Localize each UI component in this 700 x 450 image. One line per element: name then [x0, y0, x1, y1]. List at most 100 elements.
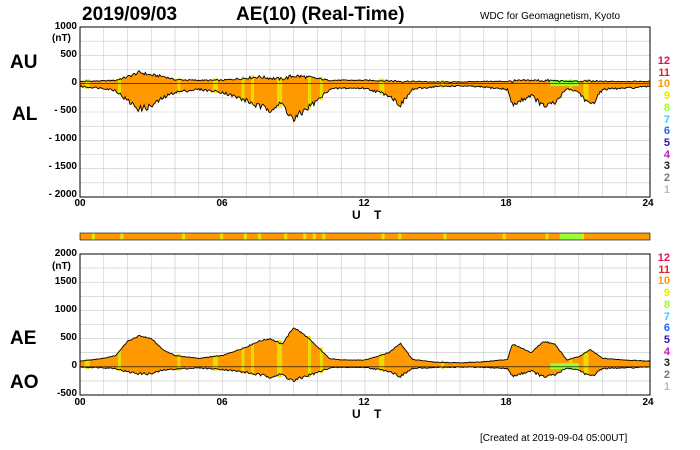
activity-bar-mark: [559, 233, 568, 240]
al-label: AL: [12, 104, 38, 125]
bottom-line-ae: [79, 327, 651, 364]
legend-item-9: 9: [663, 287, 670, 300]
ytick-bottom-0: 2000: [54, 248, 77, 259]
x-axis-label-top: U T: [352, 208, 387, 222]
bottom-activity-stripe: [118, 350, 121, 372]
top-activity-stripe: [319, 76, 323, 101]
bottom-activity-stripe: [441, 360, 444, 370]
activity-bar-mark: [566, 233, 575, 240]
bottom-activity-stripe: [583, 351, 589, 375]
bottom-activity-stripe: [379, 353, 385, 372]
unit-label-top: (nT): [52, 33, 71, 44]
legend-item-10: 10: [657, 78, 670, 91]
bottom-activity-stripe: [277, 339, 283, 378]
xtick-bottom-4: 24: [642, 397, 654, 408]
legend-item-11: 11: [658, 66, 670, 79]
ytick-top-0: 1000: [54, 21, 77, 32]
top-line-au: [79, 70, 651, 84]
ao-label: AO: [10, 372, 39, 393]
unit-label-bottom: (nT): [52, 261, 71, 272]
credit-label: WDC for Geomagnetism, Kyoto: [480, 11, 621, 22]
legend-item-3: 3: [663, 357, 670, 370]
legend-item-7: 7: [663, 113, 670, 126]
top-activity-stripe: [583, 79, 589, 100]
legend-item-8: 8: [663, 101, 670, 114]
top-activity-stripe: [118, 77, 121, 95]
top-frame: [79, 26, 651, 198]
bottom-activity-stripe: [177, 353, 181, 371]
legend-item-2: 2: [663, 172, 670, 184]
activity-bar-mark: [398, 233, 402, 240]
top-activity-stripe: [441, 79, 444, 89]
activity-bar-mark: [303, 233, 307, 240]
activity-bar-mark: [91, 233, 95, 240]
legend-item-12: 12: [657, 252, 670, 264]
xtick-bottom-2: 12: [358, 397, 370, 408]
activity-bar-mark: [284, 233, 288, 240]
activity-bar-mark: [502, 233, 506, 240]
activity-bar-mark: [443, 233, 447, 240]
xtick-bottom-3: 18: [500, 397, 512, 408]
legend-item-10: 10: [657, 275, 670, 288]
activity-bar-mark: [243, 233, 247, 240]
legend-item-4: 4: [663, 148, 670, 161]
legend-item-11: 11: [658, 263, 670, 276]
top-activity-stripe: [308, 75, 311, 110]
legend-item-4: 4: [663, 345, 670, 358]
top-activity-stripe: [84, 79, 90, 89]
ytick-bottom-3: 500: [60, 332, 77, 343]
bottom-frame: [79, 253, 651, 396]
bottom-green-segment: [550, 363, 579, 370]
ytick-bottom-2: 1000: [54, 304, 77, 315]
bottom-activity-stripe: [213, 354, 218, 371]
bottom-activity-stripe: [241, 346, 245, 374]
ytick-bottom-5: -500: [56, 388, 77, 399]
xtick-top-4: 24: [642, 198, 654, 209]
top-activity-stripe: [251, 75, 254, 105]
x-axis-label-bottom: U T: [352, 407, 387, 421]
legend-item-2: 2: [663, 369, 670, 381]
ytick-top-3: - 500: [54, 105, 77, 116]
activity-bar-mark: [120, 233, 124, 240]
xtick-top-0: 00: [74, 198, 86, 209]
xtick-bottom-0: 00: [74, 397, 86, 408]
bottom-activity-stripe: [251, 342, 254, 376]
top-activity-stripe: [213, 78, 218, 94]
legend-item-1: 1: [663, 183, 670, 196]
ytick-bottom-4: 0: [71, 360, 77, 371]
ytick-top-1: 500: [60, 49, 77, 60]
top-activity-stripe: [241, 76, 245, 101]
chart-title: AE(10) (Real-Time): [236, 4, 405, 25]
ytick-top-5: - 1500: [48, 161, 77, 172]
activity-bar-mark: [258, 233, 262, 240]
activity-bar-mark: [545, 233, 549, 240]
top-green-segment: [550, 80, 579, 87]
top-activity-stripe: [379, 78, 385, 95]
legend-item-6: 6: [663, 125, 670, 138]
activity-bar-mark: [574, 233, 582, 240]
xtick-top-1: 06: [216, 198, 228, 209]
activity-bar-mark: [322, 233, 326, 240]
created-timestamp: [Created at 2019-09-04 05:00UT]: [480, 433, 628, 444]
legend-item-5: 5: [663, 136, 670, 149]
legend-item-8: 8: [663, 298, 670, 311]
legend-item-3: 3: [663, 160, 670, 173]
xtick-bottom-1: 06: [216, 397, 228, 408]
bottom-line-ao: [79, 366, 651, 383]
activity-bar: [79, 232, 651, 241]
legend-item-12: 12: [657, 55, 670, 67]
top-activity-stripe: [177, 77, 181, 94]
ytick-top-2: 0: [71, 77, 77, 88]
xtick-top-3: 18: [500, 198, 512, 209]
ytick-top-6: - 2000: [48, 189, 77, 200]
xtick-top-2: 12: [358, 198, 370, 209]
legend-item-7: 7: [663, 310, 670, 323]
bottom-band: [80, 327, 650, 382]
au-label: AU: [10, 52, 38, 73]
legend-item-1: 1: [663, 380, 670, 393]
legend-item-6: 6: [663, 322, 670, 335]
top-line-al: [79, 84, 651, 123]
bottom-activity-stripe: [308, 336, 311, 378]
activity-bar-mark: [220, 233, 224, 240]
